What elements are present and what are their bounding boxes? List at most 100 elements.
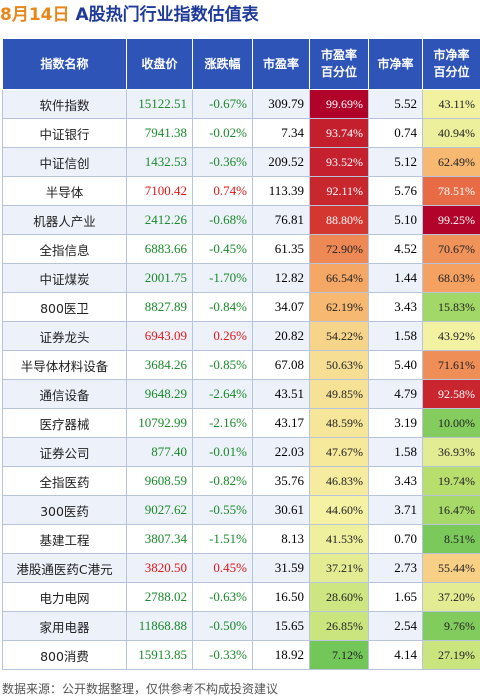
cell-pe: 30.61 [252,495,310,525]
cell-close: 9027.62 [126,495,193,525]
cell-index-name: 港股通医药C港元 [2,553,127,583]
cell-index-name: 证券龙头 [2,321,127,351]
cell-index-name: 医疗器械 [2,408,127,438]
table-row: 家用电器 11868.88 -0.50% 15.65 26.85% 2.54 9.76% [2,611,480,641]
cell-pe-percentile: 47.67% [309,437,369,467]
cell-pe-percentile: 28.60% [309,582,369,612]
cell-pe-percentile: 88.80% [309,205,369,235]
cell-pb: 2.54 [368,611,423,641]
cell-pb: 1.58 [368,321,423,351]
cell-index-name: 全指医药 [2,466,127,496]
cell-pe-percentile: 66.54% [309,263,369,293]
table-row: 港股通医药C港元 3820.50 0.45% 31.59 37.21% 2.73 55.44… [2,553,480,583]
cell-pb-percentile: 16.47% [422,495,480,525]
cell-pe-percentile: 72.90% [309,234,369,264]
cell-pb: 1.65 [368,582,423,612]
cell-index-name: 半导体材料设备 [2,350,127,380]
table-row: 证券公司 877.40 -0.01% 22.03 47.67% 1.58 36.93% [2,437,480,467]
cell-close: 15913.85 [126,640,193,670]
cell-pe-percentile: 93.52% [309,147,369,177]
table-row: 800消费 15913.85 -0.33% 18.92 7.12% 4.14 27.19% [2,640,480,670]
cell-close: 2001.75 [126,263,193,293]
valuation-table: 指数名称 收盘价 涨跌幅 市盈率 市盈率 百分位 市净率 市净率 百分位 软件指… [2,38,480,670]
cell-pe: 43.51 [252,379,310,409]
cell-index-name: 中证信创 [2,147,127,177]
title-date: 8月14日 [0,5,70,25]
cell-close: 8827.89 [126,292,193,322]
table-row: 医疗器械 10792.99 -2.16% 43.17 48.59% 3.19 10.00% [2,408,480,438]
header-pb: 市净率 [368,38,423,90]
cell-pe-percentile: 62.19% [309,292,369,322]
header-pe-percentile: 市盈率 百分位 [309,38,369,90]
cell-pe-percentile: 26.85% [309,611,369,641]
table-row: 中证银行 7941.38 -0.02% 7.34 93.74% 0.74 40.94% [2,118,480,148]
cell-pe: 12.82 [252,263,310,293]
cell-pb-percentile: 15.83% [422,292,480,322]
cell-pe: 16.50 [252,582,310,612]
cell-close: 7100.42 [126,176,193,206]
cell-change: -0.55% [192,495,253,525]
cell-pb-percentile: 27.19% [422,640,480,670]
table-row: 证券龙头 6943.09 0.26% 20.82 54.22% 1.58 43.92% [2,321,480,351]
cell-pb-percentile: 8.51% [422,524,480,554]
cell-change: -0.63% [192,582,253,612]
cell-pb-percentile: 62.49% [422,147,480,177]
cell-change: -0.01% [192,437,253,467]
page-title: 8月14日 A股热门行业指数估值表 [0,0,259,30]
table-row: 全指信息 6883.66 -0.45% 61.35 72.90% 4.52 70.67% [2,234,480,264]
cell-pb: 5.10 [368,205,423,235]
header-index-name: 指数名称 [2,38,127,90]
cell-change: -0.45% [192,234,253,264]
cell-pb: 5.12 [368,147,423,177]
cell-change: -1.51% [192,524,253,554]
cell-index-name: 证券公司 [2,437,127,467]
cell-pb-percentile: 68.03% [422,263,480,293]
cell-change: -0.84% [192,292,253,322]
cell-pe-percentile: 46.83% [309,466,369,496]
cell-pb-percentile: 70.67% [422,234,480,264]
cell-index-name: 家用电器 [2,611,127,641]
cell-change: 0.45% [192,553,253,583]
cell-pe-percentile: 50.63% [309,350,369,380]
table-header-row: 指数名称 收盘价 涨跌幅 市盈率 市盈率 百分位 市净率 市净率 百分位 [2,38,480,90]
cell-close: 6883.66 [126,234,193,264]
cell-change: 0.74% [192,176,253,206]
cell-index-name: 软件指数 [2,89,127,119]
table-row: 半导体 7100.42 0.74% 113.39 92.11% 5.76 78.51% [2,176,480,206]
cell-close: 2412.26 [126,205,193,235]
cell-pb: 4.79 [368,379,423,409]
cell-close: 11868.88 [126,611,193,641]
cell-pb: 2.73 [368,553,423,583]
cell-index-name: 中证煤炭 [2,263,127,293]
cell-pb-percentile: 40.94% [422,118,480,148]
cell-pb-percentile: 92.58% [422,379,480,409]
cell-close: 3684.26 [126,350,193,380]
table-row: 800医卫 8827.89 -0.84% 34.07 62.19% 3.43 15.83% [2,292,480,322]
cell-close: 9648.29 [126,379,193,409]
cell-close: 7941.38 [126,118,193,148]
table-row: 全指医药 9608.59 -0.82% 35.76 46.83% 3.43 19.74% [2,466,480,496]
cell-pb: 4.52 [368,234,423,264]
cell-pb: 0.74 [368,118,423,148]
cell-pb: 1.44 [368,263,423,293]
table-row: 机器人产业 2412.26 -0.68% 76.81 88.80% 5.10 99.25% [2,205,480,235]
cell-pe-percentile: 37.21% [309,553,369,583]
cell-index-name: 800医卫 [2,292,127,322]
cell-index-name: 全指信息 [2,234,127,264]
cell-pe-percentile: 99.69% [309,89,369,119]
cell-pe: 15.65 [252,611,310,641]
cell-pe: 31.59 [252,553,310,583]
cell-change: -2.16% [192,408,253,438]
cell-pe-percentile: 93.74% [309,118,369,148]
cell-pe-percentile: 41.53% [309,524,369,554]
cell-change: -0.82% [192,466,253,496]
cell-pe-percentile: 44.60% [309,495,369,525]
table-row: 基建工程 3807.34 -1.51% 8.13 41.53% 0.70 8.51% [2,524,480,554]
header-change: 涨跌幅 [192,38,253,90]
cell-change: 0.26% [192,321,253,351]
cell-index-name: 300医药 [2,495,127,525]
table-body: 软件指数 15122.51 -0.67% 309.79 99.69% 5.52 43.11%… [2,89,480,670]
cell-index-name: 800消费 [2,640,127,670]
cell-pe-percentile: 7.12% [309,640,369,670]
cell-index-name: 基建工程 [2,524,127,554]
